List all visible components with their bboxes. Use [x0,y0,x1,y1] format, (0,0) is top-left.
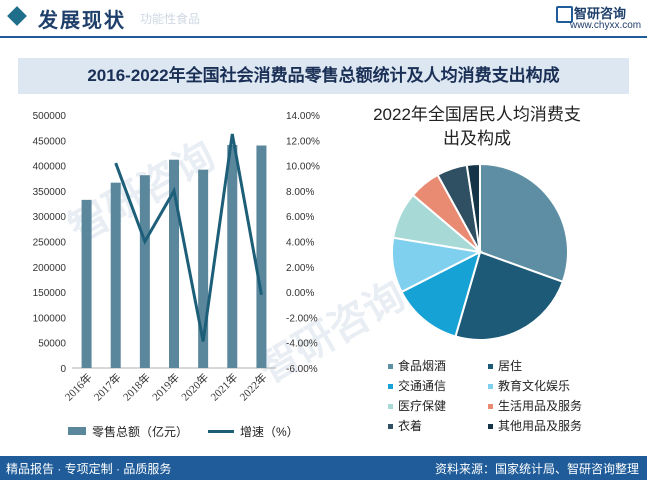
section-title: 发展现状 [38,10,126,32]
x-tick-label: 2017年 [91,370,124,403]
page-footer: 精品报告 · 专项定制 · 品质服务 资料来源：国家统计局、智研咨询整理 [0,456,647,480]
y-left-tick-label: 450000 [33,136,67,147]
pie-legend-swatch [488,384,493,390]
legend-label-line: 增速（%） [240,425,299,439]
pie-legend-label: 交通通信 [398,379,447,393]
x-tick-label: 2016年 [61,370,94,403]
pie-legend-label: 其他用品及服务 [498,419,583,433]
x-tick-label: 2018年 [120,370,153,403]
pie-title-line-2: 出及构成 [443,129,511,148]
pie-legend-swatch [388,364,393,370]
pie-legend-label: 居住 [498,359,523,373]
y-left-tick-label: 150000 [33,288,67,299]
pie-legend-label: 教育文化娱乐 [498,379,571,393]
pie-legend-swatch [488,404,493,410]
y-left-tick-label: 500000 [33,111,67,122]
y-left-tick-label: 300000 [33,212,67,223]
pie-legend-item: 衣着 [388,417,422,434]
pie-legend-label: 医疗保健 [398,399,447,413]
line-growth-rate [114,133,263,342]
y-left-tick-label: 50000 [38,339,66,350]
y-right-tick-label: 12.00% [286,136,320,147]
y-right-tick-label: -2.00% [286,313,318,324]
pie-title: 2022年全国居民人均消费支 出及构成 [360,103,594,151]
y-right-tick-label: -6.00% [286,364,318,375]
pie-legend-swatch [388,384,393,390]
y-left-tick-label: 100000 [33,313,67,324]
pie-legend-item: 居住 [488,357,522,374]
pie-legend-label: 生活用品及服务 [498,399,583,413]
y-left-tick-label: 200000 [33,263,67,274]
page-title: 2016-2022年全国社会消费品零售总额统计及人均消费支出构成 [87,66,560,85]
bar-retail-total [81,199,92,368]
pie-legend-label: 食品烟酒 [398,359,447,373]
y-right-tick-label: 6.00% [286,212,314,223]
pie-legend-item: 生活用品及服务 [488,397,582,414]
pie-legend-label: 衣着 [398,419,423,433]
x-tick-label: 2019年 [149,370,182,403]
brand-logo-icon [556,6,573,23]
x-tick-label: 2021年 [207,370,240,403]
legend-label-bar: 零售总额（亿元） [92,425,189,439]
y-left-tick-label: 250000 [33,238,67,249]
pie-legend-swatch [388,424,393,430]
bar-retail-total [110,182,121,368]
pie-legend-swatch [488,424,493,430]
bar-retail-total [139,175,150,368]
pie-legend-swatch [388,404,393,410]
x-tick-label: 2020年 [178,370,211,403]
pie-legend-swatch [488,364,493,370]
pie-legend-item: 医疗保健 [388,397,446,414]
legend-swatch-line [208,430,234,433]
footer-slogan: 精品报告 · 专项定制 · 品质服务 [6,462,172,476]
title-band [18,58,629,94]
y-left-tick-label: 0 [60,364,66,375]
y-left-tick-label: 350000 [33,187,67,198]
pie-legend-item: 交通通信 [388,377,446,394]
y-right-tick-label: -4.00% [286,339,318,350]
brand-name: 智研咨询 [574,6,627,21]
pie-legend-item: 教育文化娱乐 [488,377,570,394]
bar-retail-total [198,169,209,368]
y-right-tick-label: 2.00% [286,263,314,274]
y-right-tick-label: 0.00% [286,288,314,299]
bar-retail-total [227,144,238,368]
y-left-tick-label: 400000 [33,162,67,173]
y-right-tick-label: 10.00% [286,162,320,173]
bar-retail-total [256,145,267,368]
y-right-tick-label: 14.00% [286,111,320,122]
x-tick-label: 2022年 [236,370,269,403]
pie-legend-item: 其他用品及服务 [488,417,582,434]
section-subtitle: 功能性食品 [140,12,201,26]
brand-url: www.chyxx.com [570,20,642,31]
pie-legend-item: 食品烟酒 [388,357,446,374]
pie-title-line-1: 2022年全国居民人均消费支 [373,105,581,124]
footer-source: 资料来源：国家统计局、智研咨询整理 [434,462,639,476]
bar-retail-total [169,159,179,368]
legend-swatch-bar [68,427,86,435]
page-header: 发展现状 功能性食品 智研咨询 www.chyxx.com [0,0,647,36]
header-divider [0,36,647,38]
combo-legend: 零售总额（亿元） 增速（%） [68,422,308,442]
y-right-tick-label: 4.00% [286,238,314,249]
y-right-tick-label: 8.00% [286,187,314,198]
